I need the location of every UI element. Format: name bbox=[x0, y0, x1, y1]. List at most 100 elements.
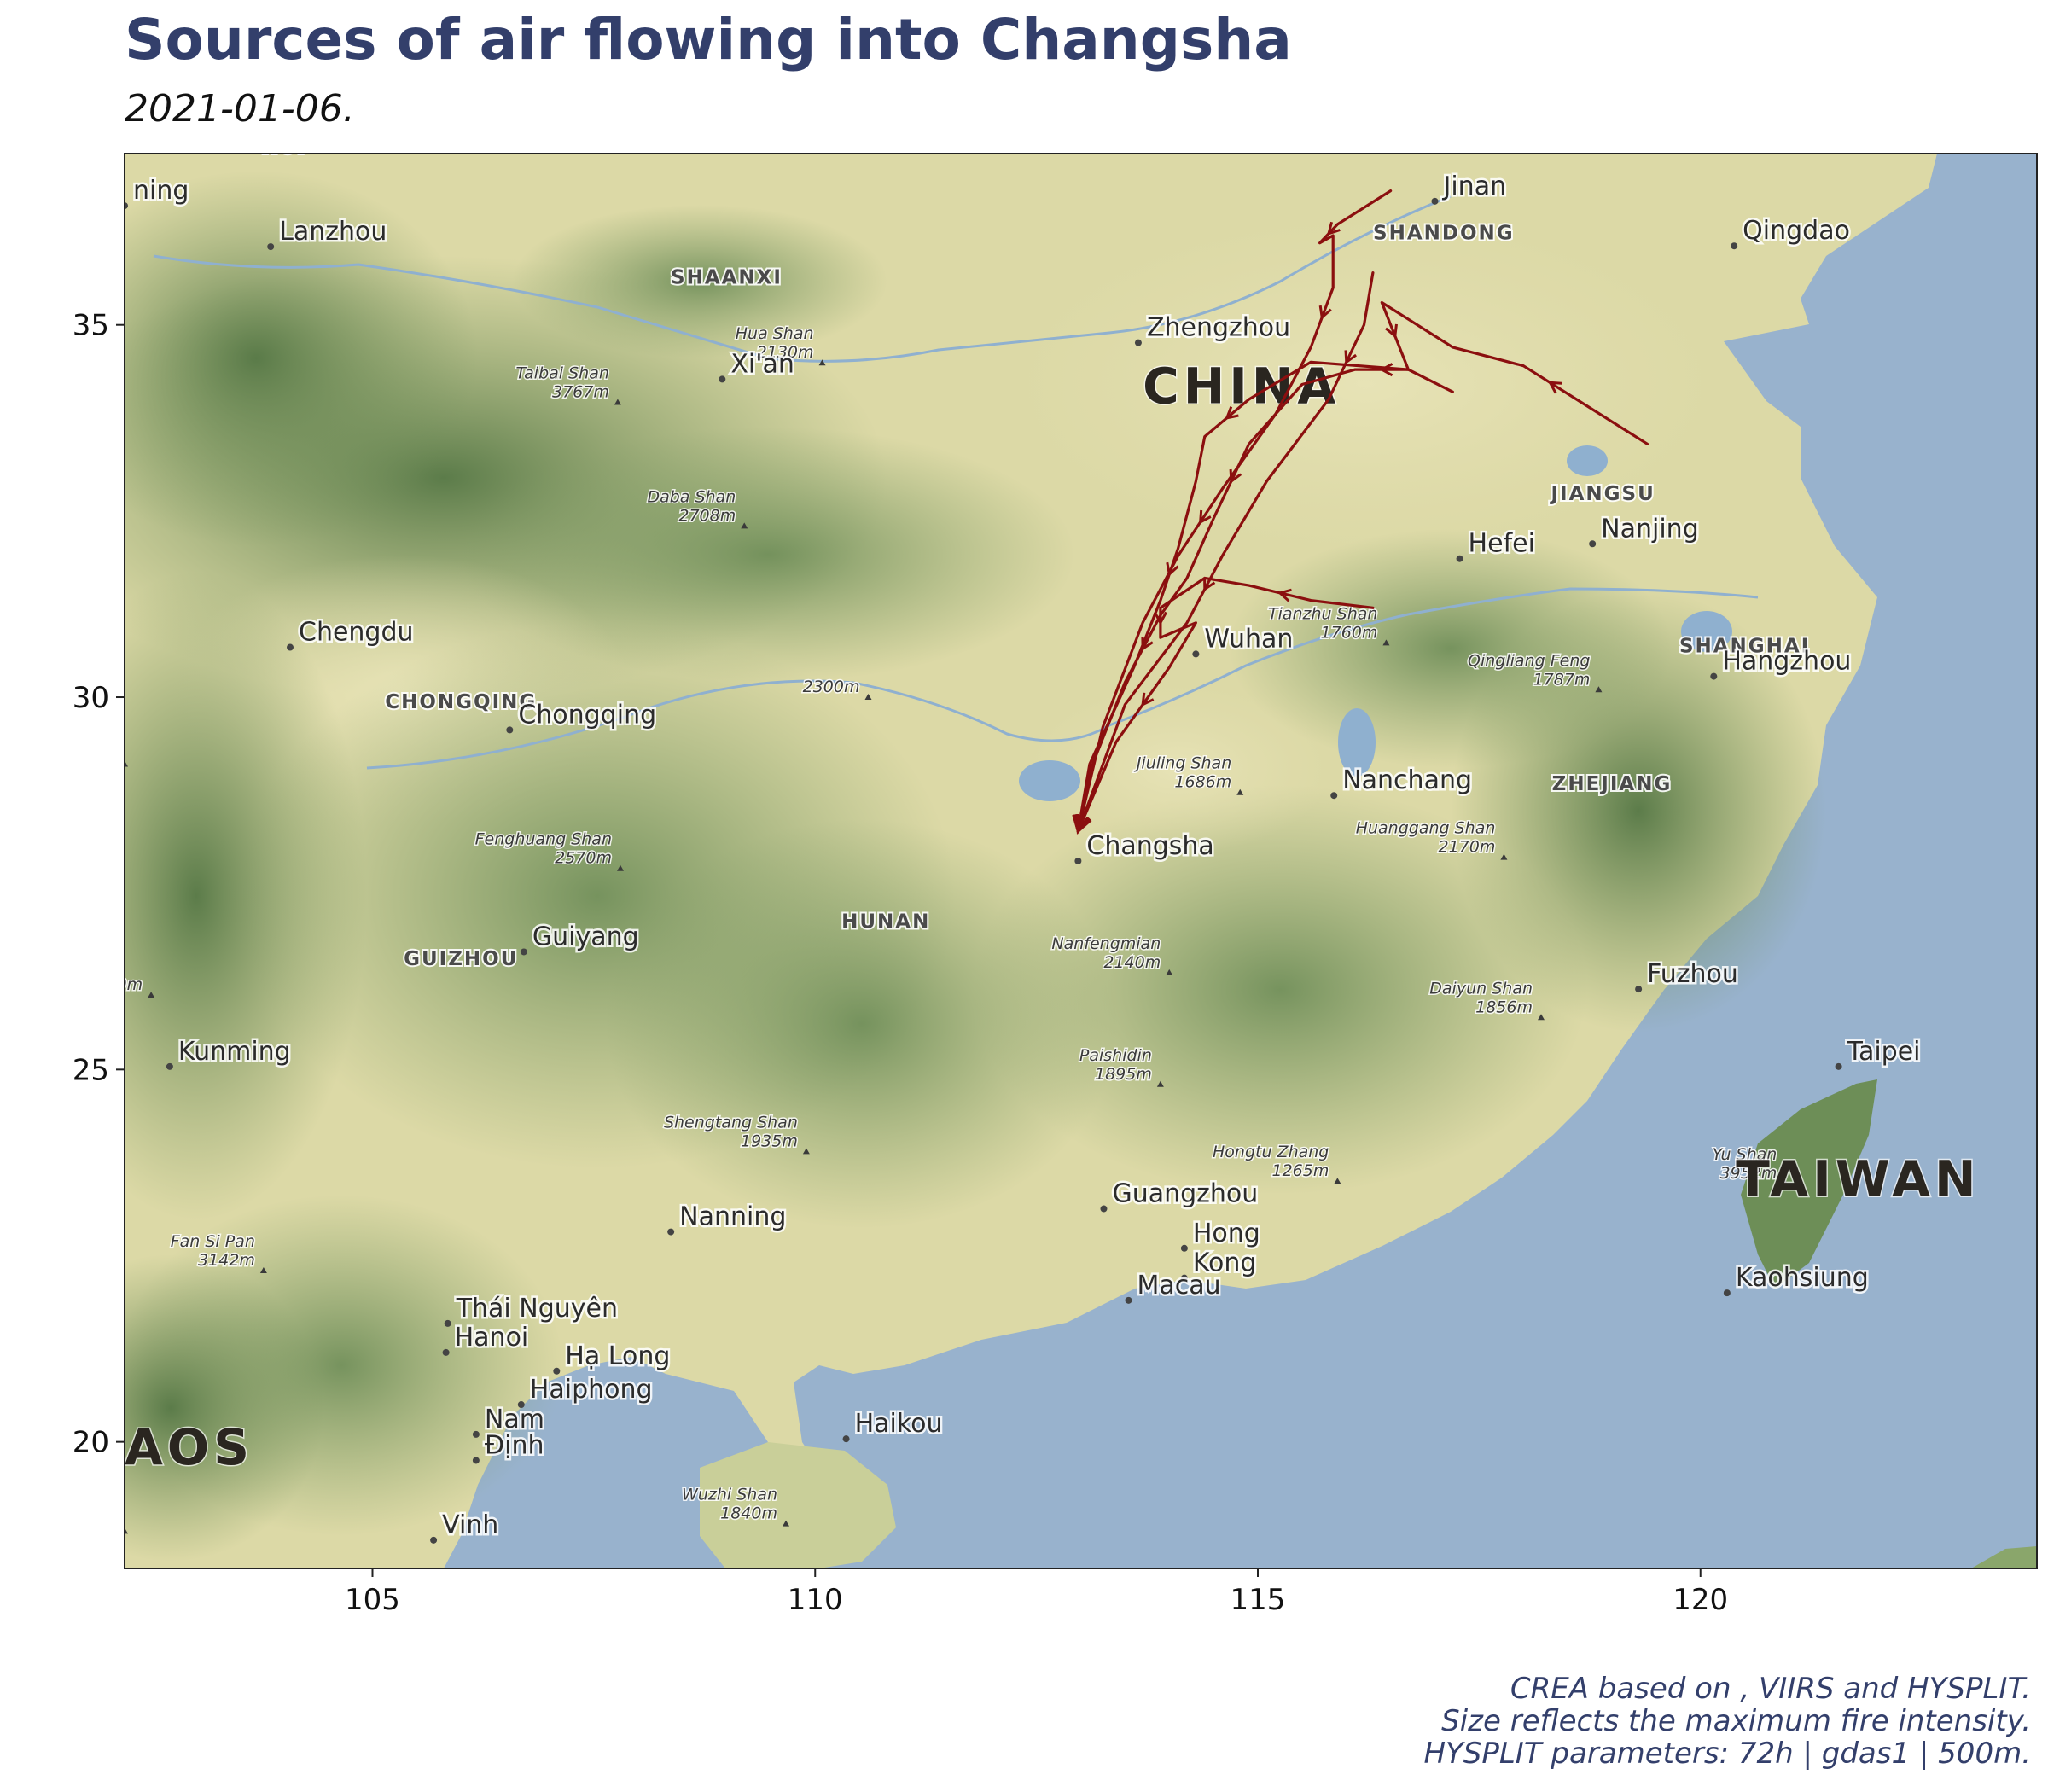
city-label: Qingdao bbox=[1743, 216, 1850, 246]
city-marker bbox=[1330, 792, 1338, 800]
peak-elevation: 1840m bbox=[720, 1504, 777, 1523]
peak-marker bbox=[1595, 686, 1603, 693]
city-label: Hong bbox=[1193, 1219, 1260, 1248]
city-marker bbox=[1731, 242, 1738, 250]
peak-marker bbox=[783, 1520, 790, 1527]
peak-marker bbox=[148, 992, 155, 998]
city-marker bbox=[1180, 1274, 1188, 1282]
city-label: Jinan bbox=[1442, 172, 1507, 201]
x-tick-label: 110 bbox=[788, 1583, 843, 1617]
city-label: Nanning bbox=[679, 1202, 786, 1232]
city-label: Hefei bbox=[1469, 529, 1535, 559]
region-label: JIANGSU bbox=[1549, 483, 1655, 505]
peak-marker bbox=[617, 864, 624, 871]
city-marker bbox=[1192, 650, 1200, 658]
city-label: Nanchang bbox=[1342, 765, 1472, 795]
peak-marker bbox=[259, 1266, 267, 1273]
city-label: Guiyang bbox=[532, 922, 639, 951]
y-tick-label: 20 bbox=[73, 1426, 109, 1460]
city-marker bbox=[553, 1367, 561, 1375]
tai-lake bbox=[1681, 611, 1732, 652]
city-label: ning bbox=[133, 176, 189, 206]
city-label: Nam bbox=[485, 1405, 544, 1434]
city-marker bbox=[1125, 1296, 1132, 1304]
dongting-lake bbox=[1019, 760, 1080, 801]
peak-elevation: 2570m bbox=[555, 849, 612, 868]
region-label: HUI bbox=[262, 137, 306, 159]
peak-name: Jiuling Shan bbox=[1133, 754, 1231, 773]
yellow-river bbox=[153, 195, 1452, 363]
city-marker bbox=[444, 1319, 451, 1327]
trajectory-arrow bbox=[1379, 363, 1393, 377]
city-label: Kunming bbox=[178, 1037, 291, 1067]
caption-line: Size reflects the maximum fire intensity… bbox=[1441, 1704, 2031, 1738]
x-tick-label: 120 bbox=[1673, 1583, 1728, 1617]
peak-name: Hua Shan bbox=[736, 324, 814, 343]
peak-marker bbox=[864, 694, 872, 701]
peak-marker bbox=[1334, 1178, 1341, 1184]
peak-elevation: 2170m bbox=[1439, 838, 1496, 857]
peak-name: Fenghuang Shan bbox=[475, 830, 612, 849]
plot-frame bbox=[124, 153, 2038, 1569]
poyang-lake bbox=[1338, 708, 1376, 777]
peak-name: Nanfengmian bbox=[1051, 934, 1161, 953]
region-label: HUNAN bbox=[841, 911, 930, 934]
x-tick-label: 115 bbox=[1231, 1583, 1286, 1617]
city-marker bbox=[472, 1430, 480, 1438]
city-label: Chengdu bbox=[299, 618, 414, 648]
peak-marker bbox=[1156, 1080, 1164, 1087]
region-label: CHONGQING bbox=[385, 691, 537, 713]
peak-elevation: 1265m bbox=[1272, 1161, 1329, 1180]
city-label: Chongqing bbox=[518, 700, 656, 730]
trajectory-arrow bbox=[1153, 611, 1167, 625]
city-label: Changsha bbox=[1086, 831, 1213, 861]
peak-elevation: 2708m bbox=[678, 506, 736, 525]
city-label: Thái Nguyên bbox=[456, 1294, 618, 1324]
trajectory-arrowhead bbox=[1075, 814, 1092, 835]
map-labels-layer: SHAANXI SHANDONG JIANGSU SHANGHAI ZHEJIANG CH… bbox=[125, 137, 1980, 1544]
city-marker bbox=[520, 948, 527, 956]
caption-line: CREA based on , VIIRS and HYSPLIT. bbox=[1510, 1672, 2031, 1706]
city-marker bbox=[1589, 540, 1597, 548]
city-marker bbox=[1431, 197, 1439, 205]
city-marker bbox=[1456, 555, 1463, 562]
city-marker bbox=[430, 1536, 438, 1544]
peak-elevation: 3142m bbox=[198, 1251, 255, 1270]
city-marker bbox=[1074, 858, 1082, 864]
caption: CREA based on , VIIRS and HYSPLIT. Size … bbox=[1423, 1673, 2031, 1770]
peak-marker bbox=[1236, 788, 1244, 795]
city-marker bbox=[1134, 339, 1142, 346]
peak-marker bbox=[614, 399, 621, 405]
city-label: Fuzhou bbox=[1647, 959, 1738, 989]
city-marker bbox=[842, 1435, 850, 1443]
city-label: Hanoi bbox=[455, 1323, 529, 1353]
city-label: Kaohsiung bbox=[1736, 1263, 1869, 1293]
city-label: Haikou bbox=[855, 1409, 943, 1439]
y-tick-label: 25 bbox=[73, 1053, 109, 1087]
hongze-lake bbox=[1567, 445, 1608, 476]
trajectory-line bbox=[1076, 271, 1375, 833]
hainan-island bbox=[700, 1442, 896, 1568]
city-label: Macau bbox=[1137, 1271, 1221, 1300]
chart-title: Sources of air flowing into Changsha bbox=[125, 7, 1292, 73]
city-marker bbox=[442, 1348, 450, 1356]
caption-line: HYSPLIT parameters: 72h | gdas1 | 500m. bbox=[1423, 1737, 2031, 1771]
city-label: Hangzhou bbox=[1722, 647, 1851, 677]
trajectory-arrow bbox=[1344, 350, 1357, 365]
city-label: Định bbox=[485, 1430, 544, 1460]
peak-name: Yu Shan bbox=[1713, 1145, 1777, 1164]
peak-marker bbox=[1500, 853, 1508, 860]
peak-elevation: 2300m bbox=[803, 678, 860, 696]
peak-name: Daiyun Shan bbox=[1429, 979, 1533, 998]
city-label: Taipei bbox=[1847, 1037, 1921, 1067]
peak-elevation: 1935m bbox=[741, 1132, 798, 1150]
peak-name: Hongtu Zhang bbox=[1213, 1143, 1329, 1161]
trajectory-arrow bbox=[1141, 637, 1154, 652]
country-label: TAIWAN bbox=[1736, 1150, 1980, 1208]
city-marker bbox=[166, 1062, 173, 1070]
trajectory-line bbox=[1076, 189, 1393, 833]
peak-name: Fan Si Pan bbox=[171, 1232, 255, 1251]
luzon-fragment bbox=[1971, 1546, 2037, 1568]
region-label: GUIZHOU bbox=[404, 948, 518, 970]
city-label: Lanzhou bbox=[279, 217, 387, 247]
